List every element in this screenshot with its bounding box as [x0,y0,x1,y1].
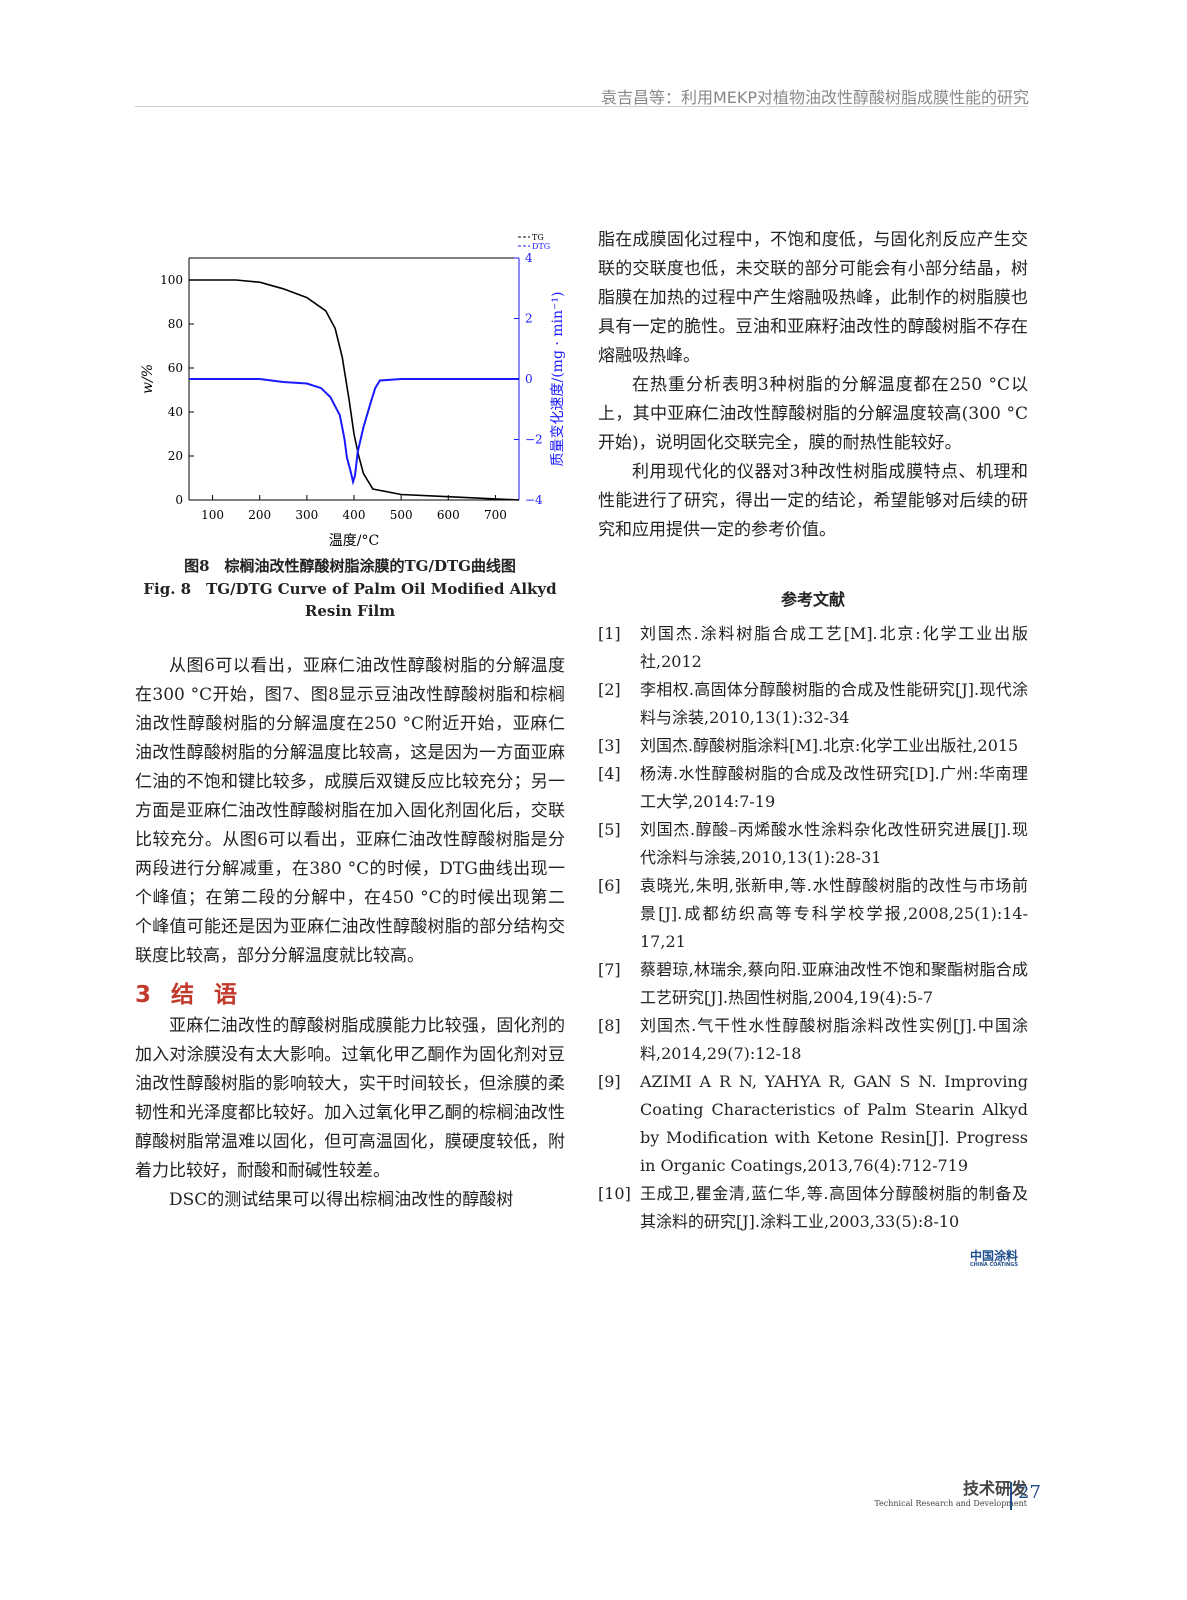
page-number: 27 [1010,1482,1041,1510]
header-divider [135,106,1028,107]
paragraph: DSC的测试结果可以得出棕榈油改性的醇酸树 [169,1190,514,1210]
paragraph: 亚麻仁油改性的醇酸树脂成膜能力比较强，固化剂的加入对涂膜没有太大影响。过氧化甲乙… [135,1016,565,1181]
reference-item: [5] 刘国杰.醇酸–丙烯酸水性涂料杂化改性研究进展[J].现代涂料与涂装,201… [598,816,1028,872]
reference-number: [9] [598,1072,621,1091]
reference-number: [10] [598,1184,631,1203]
tg-dtg-chart: 100 200 300 400 500 600 700 0 20 40 60 80 100 −4 −2 0 2 4… [140,233,566,549]
section-heading: 3 结 语 [135,982,244,1008]
reference-item: [1] 刘国杰.涂料树脂合成工艺[M].北京:化学工业出版社,2012 [598,620,1028,676]
y-tick-label: 100 [160,273,183,287]
y2-tick-label: 2 [525,312,533,326]
x-tick-label: 400 [343,508,366,522]
y2-tick-label: −2 [525,433,543,447]
series-line-tg [189,279,520,501]
footer-section-en: Technical Research and Development [874,1499,1027,1508]
left-column: 从图6可以看出，亚麻仁油改性醇酸树脂的分解温度在300 °C开始，图7、图8显示… [135,652,565,1215]
reference-text: 刘国杰.醇酸树脂涂料[M].北京:化学工业出版社,2015 [640,736,1019,755]
reference-text: 李相权.高固体分醇酸树脂的合成及性能研究[J].现代涂料与涂装,2010,13(… [640,680,1028,727]
paragraph: 在热重分析表明3种树脂的分解温度都在250 °C以上，其中亚麻仁油改性醇酸树脂的… [598,375,1028,453]
reference-item: [4] 杨涛.水性醇酸树脂的合成及改性研究[D].广州:华南理工大学,2014:7… [598,760,1028,816]
reference-text: 蔡碧琼,林瑞余,蔡向阳.亚麻油改性不饱和聚酯树脂合成工艺研究[J].热固性树脂,… [640,960,1028,1007]
reference-list: [1] 刘国杰.涂料树脂合成工艺[M].北京:化学工业出版社,2012 [2] 李相权… [598,620,1028,1236]
reference-item: [6] 袁晓光,朱明,张新申,等.水性醇酸树脂的改性与市场前景[J].成都纺织高等… [598,872,1028,956]
x-tick-label: 100 [201,508,224,522]
reference-number: [8] [598,1016,621,1035]
x-tick-label: 200 [248,508,271,522]
reference-item: [3] 刘国杰.醇酸树脂涂料[M].北京:化学工业出版社,2015 [598,732,1028,760]
reference-item: [10] 王成卫,瞿金清,蓝仁华,等.高固体分醇酸树脂的制备及其涂料的研究[J].… [598,1180,1028,1236]
paragraph: 利用现代化的仪器对3种改性树脂成膜特点、机理和性能进行了研究，得出一定的结论，希… [598,462,1028,540]
y-tick-label: 60 [168,361,183,375]
y-tick-label: 80 [168,317,183,331]
footer-section: 技术研发 Technical Research and Development [874,1475,1027,1508]
x-tick-label: 700 [484,508,507,522]
figure-caption-cn: 图8 棕榈油改性醇酸树脂涂膜的TG/DTG曲线图 [184,557,516,575]
x-tick-label: 600 [437,508,460,522]
references-heading: 参考文献 [780,590,845,609]
x-axis-label: 温度/°C [329,533,379,549]
paragraph: 从图6可以看出，亚麻仁油改性醇酸树脂的分解温度在300 °C开始，图7、图8显示… [135,656,565,966]
footer-section-cn: 技术研发 [962,1479,1027,1498]
y-axis-label: w/% [140,364,156,394]
reference-number: [6] [598,876,621,895]
logo-en: CHINA COATINGS [970,1262,1018,1268]
reference-number: [5] [598,820,621,839]
figure-caption-en: Fig. 8 TG/DTG Curve of Palm Oil Modified… [143,580,557,620]
logo-cn: 中国涂料 [970,1249,1019,1263]
y-tick-label: 40 [168,405,183,419]
y2-tick-label: 4 [525,251,533,265]
reference-text: 刘国杰.醇酸–丙烯酸水性涂料杂化改性研究进展[J].现代涂料与涂装,2010,1… [640,820,1028,867]
y2-axis-label: 质量变化速度/(mg · min⁻¹) [550,292,566,467]
reference-text: AZIMI A R N, YAHYA R, GAN S N. Improving… [640,1072,1028,1175]
x-tick-label: 500 [390,508,413,522]
y-tick-label: 20 [168,449,183,463]
running-header: 袁吉昌等：利用MEKP对植物油改性醇酸树脂成膜性能的研究 [600,88,1029,107]
reference-text: 袁晓光,朱明,张新申,等.水性醇酸树脂的改性与市场前景[J].成都纺织高等专科学… [640,876,1028,951]
series-line-dtg [189,378,519,486]
reference-text: 杨涛.水性醇酸树脂的合成及改性研究[D].广州:华南理工大学,2014:7-19 [640,764,1028,811]
reference-number: [1] [598,624,621,643]
reference-number: [2] [598,680,621,699]
reference-item: [9] AZIMI A R N, YAHYA R, GAN S N. Improv… [598,1068,1028,1180]
reference-item: [8] 刘国杰.气干性水性醇酸树脂涂料改性实例[J].中国涂料,2014,29(7… [598,1012,1028,1068]
paragraph: 脂在成膜固化过程中，不饱和度低，与固化剂反应产生交联的交联度也低，未交联的部分可… [598,230,1028,366]
y-tick-label: 0 [175,493,183,507]
reference-number: [4] [598,764,621,783]
legend-label: DTG [532,242,550,251]
reference-text: 刘国杰.涂料树脂合成工艺[M].北京:化学工业出版社,2012 [640,624,1028,671]
y2-tick-label: 0 [525,372,533,386]
right-column: 脂在成膜固化过程中，不饱和度低，与固化剂反应产生交联的交联度也低，未交联的部分可… [598,226,1028,1236]
reference-item: [7] 蔡碧琼,林瑞余,蔡向阳.亚麻油改性不饱和聚酯树脂合成工艺研究[J].热固性… [598,956,1028,1012]
reference-text: 王成卫,瞿金清,蓝仁华,等.高固体分醇酸树脂的制备及其涂料的研究[J].涂料工业… [640,1184,1028,1231]
reference-item: [2] 李相权.高固体分醇酸树脂的合成及性能研究[J].现代涂料与涂装,2010,… [598,676,1028,732]
y2-tick-label: −4 [525,493,543,507]
reference-number: [7] [598,960,621,979]
legend-label: TG [532,233,544,242]
reference-number: [3] [598,736,621,755]
china-coatings-logo: 中国涂料 CHINA COATINGS [970,1250,1018,1269]
reference-text: 刘国杰.气干性水性醇酸树脂涂料改性实例[J].中国涂料,2014,29(7):1… [640,1016,1028,1063]
x-tick-label: 300 [295,508,318,522]
